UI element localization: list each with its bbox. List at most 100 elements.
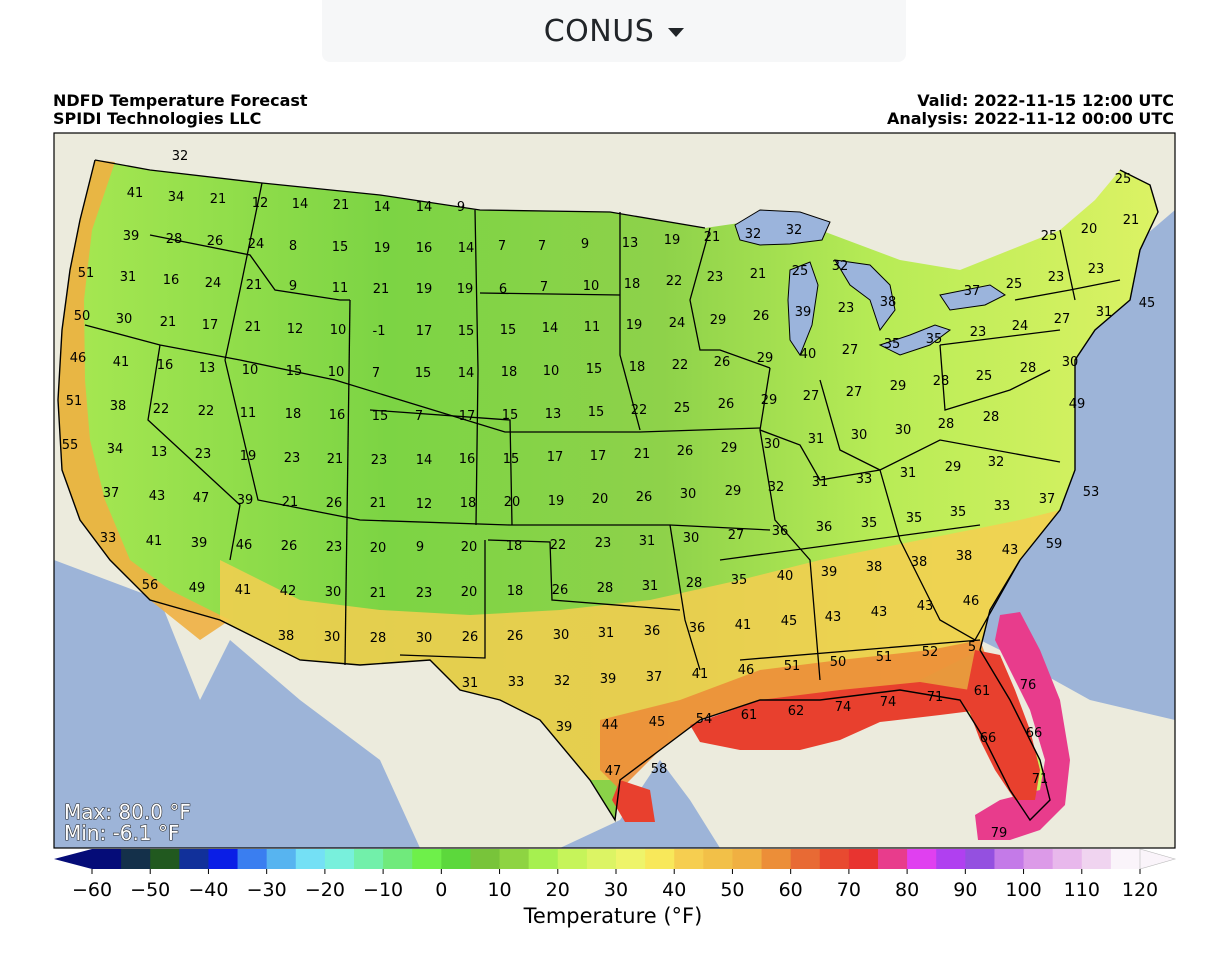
temperature-label: 17 bbox=[459, 409, 476, 424]
map-title: NDFD Temperature Forecast bbox=[53, 91, 308, 110]
temperature-label: 42 bbox=[280, 584, 297, 599]
temperature-label: 27 bbox=[842, 343, 859, 358]
temperature-label: 19 bbox=[457, 282, 474, 297]
temperature-label: 59 bbox=[1046, 537, 1063, 552]
temperature-label: 21 bbox=[634, 447, 651, 462]
temperature-label: 29 bbox=[761, 393, 778, 408]
temperature-label: 13 bbox=[545, 407, 562, 422]
temperature-label: 43 bbox=[149, 489, 166, 504]
temperature-label: 21 bbox=[333, 198, 350, 213]
colorbar-segment bbox=[1052, 849, 1083, 869]
temperature-label: 30 bbox=[1062, 355, 1079, 370]
florida-peninsula bbox=[965, 650, 1040, 800]
temperature-label: 39 bbox=[191, 536, 208, 551]
colorbar-tick-label: −30 bbox=[247, 879, 287, 901]
chevron-down-icon bbox=[668, 27, 685, 37]
temperature-label: 37 bbox=[103, 486, 120, 501]
temperature-label: 24 bbox=[205, 276, 222, 291]
region-dropdown[interactable]: CONUS bbox=[322, 0, 906, 62]
temperature-label: 38 bbox=[911, 555, 928, 570]
colorbar-segment bbox=[674, 849, 704, 869]
map-credit: SPIDI Technologies LLC bbox=[53, 109, 262, 128]
state-borders bbox=[84, 159, 1121, 681]
temperature-label: 30 bbox=[851, 428, 868, 443]
temperature-label: 17 bbox=[590, 449, 607, 464]
colorbar-tick-label: 40 bbox=[662, 879, 686, 901]
temperature-label: 23 bbox=[707, 270, 724, 285]
colorbar-max-arrow bbox=[1139, 848, 1177, 870]
temperature-label: 21 bbox=[160, 315, 177, 330]
colorbar-segment bbox=[732, 849, 763, 869]
temperature-label: 7 bbox=[372, 366, 380, 381]
temperature-label: 46 bbox=[236, 538, 253, 553]
min-temperature: Min: -6.1 °F bbox=[64, 821, 179, 845]
temperature-label: 22 bbox=[631, 403, 648, 418]
temperature-label: 20 bbox=[504, 495, 521, 510]
temperature-label: 25 bbox=[1115, 172, 1132, 187]
temperature-label: 28 bbox=[938, 417, 955, 432]
temperature-label: 30 bbox=[764, 437, 781, 452]
temperature-label: 24 bbox=[1012, 319, 1029, 334]
temperature-label: 21 bbox=[704, 230, 721, 245]
temperature-label: 33 bbox=[100, 531, 117, 546]
temperature-label: 76 bbox=[1020, 678, 1037, 693]
temperature-label: 22 bbox=[153, 402, 170, 417]
temperature-label: 39 bbox=[600, 672, 617, 687]
temperature-label: 23 bbox=[371, 453, 388, 468]
temperature-label: 21 bbox=[210, 192, 227, 207]
temperature-label: 23 bbox=[970, 325, 987, 340]
temperature-label: 21 bbox=[370, 586, 387, 601]
temperature-label: 10 bbox=[583, 279, 600, 294]
temperature-label: 37 bbox=[964, 284, 981, 299]
colorbar-tick-label: −10 bbox=[363, 879, 403, 901]
temperature-label: 24 bbox=[248, 237, 265, 252]
temperature-label: 14 bbox=[292, 197, 309, 212]
temperature-label: 39 bbox=[556, 720, 573, 735]
colorbar-segment bbox=[1081, 849, 1112, 869]
colorbar-tick-label: −50 bbox=[130, 879, 170, 901]
colorbar-tick-label: 60 bbox=[779, 879, 803, 901]
temperature-label: 33 bbox=[508, 675, 525, 690]
colorbar-tick-label: 10 bbox=[487, 879, 511, 901]
temperature-label: 16 bbox=[329, 408, 346, 423]
colorbar-segment bbox=[994, 849, 1025, 869]
temperature-label: 14 bbox=[416, 453, 433, 468]
temperature-label: 74 bbox=[835, 700, 852, 715]
colorbar-segment bbox=[92, 849, 122, 869]
temperature-label: 21 bbox=[246, 278, 263, 293]
temperature-label: 50 bbox=[74, 309, 91, 324]
temperature-label: 13 bbox=[622, 236, 639, 251]
temperature-label: 12 bbox=[287, 322, 304, 337]
temperature-label: 43 bbox=[917, 599, 934, 614]
max-temperature: Max: 80.0 °F bbox=[64, 800, 191, 824]
colorbar-segment bbox=[179, 849, 210, 869]
colorbar-segment bbox=[528, 849, 559, 869]
temperature-label: 35 bbox=[906, 511, 923, 526]
temperature-label: 51 bbox=[78, 266, 95, 281]
temperature-label: 18 bbox=[460, 496, 477, 511]
temperature-label: 21 bbox=[373, 282, 390, 297]
temperature-label: 27 bbox=[803, 389, 820, 404]
temperature-label: 43 bbox=[825, 610, 842, 625]
temperature-label: 39 bbox=[821, 565, 838, 580]
temperature-label: 23 bbox=[195, 447, 212, 462]
temperature-label: 5 bbox=[968, 640, 976, 655]
temperature-label: 52 bbox=[922, 645, 939, 660]
temperature-label: 46 bbox=[70, 351, 87, 366]
colorbar-segment bbox=[761, 849, 792, 869]
temperature-label: 15 bbox=[588, 405, 605, 420]
temperature-label: 26 bbox=[636, 490, 653, 505]
temperature-label: 34 bbox=[168, 190, 185, 205]
temperature-label: 62 bbox=[788, 704, 805, 719]
temperature-label: 29 bbox=[721, 441, 738, 456]
temperature-label: 30 bbox=[683, 531, 700, 546]
temperature-label: 20 bbox=[461, 540, 478, 555]
temperature-label: 41 bbox=[692, 667, 709, 682]
temperature-label: 16 bbox=[416, 241, 433, 256]
colorbar-segment bbox=[324, 849, 355, 869]
temperature-label: 12 bbox=[252, 196, 269, 211]
temperature-label: 26 bbox=[677, 444, 694, 459]
temperature-label: 43 bbox=[871, 605, 888, 620]
temperature-label: 14 bbox=[542, 321, 559, 336]
